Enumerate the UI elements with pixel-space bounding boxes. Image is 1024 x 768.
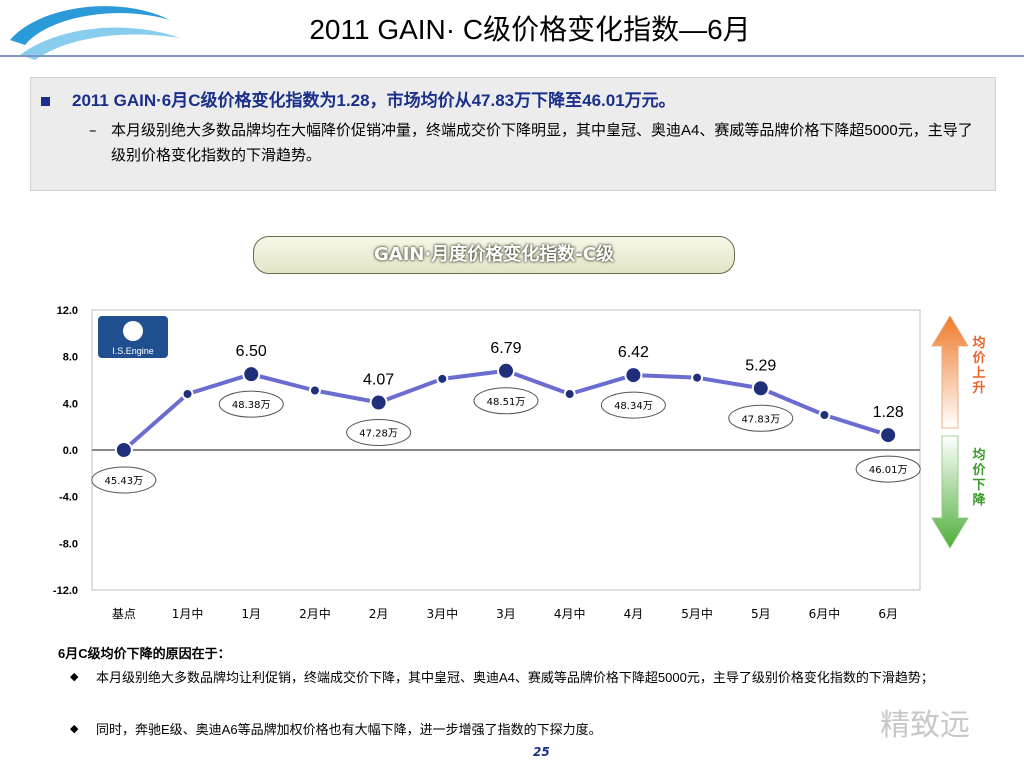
data-point	[308, 384, 321, 397]
y-tick-label: 12.0	[57, 305, 78, 317]
y-tick-label: 4.0	[63, 398, 78, 410]
data-point	[818, 409, 831, 421]
price-up-label: 均价上升	[972, 336, 986, 396]
y-tick-label: -4.0	[59, 492, 78, 504]
reason-item-2: 同时，奔驰E级、奥迪A6等品牌加权价格也有大幅下降，进一步增强了指数的下探力度。	[96, 722, 602, 737]
x-tick-label: 1月	[241, 607, 261, 621]
data-value-label: 6.50	[236, 343, 267, 360]
chart-title: GAIN·月度价格变化指数-C级	[253, 236, 735, 274]
price-callout-bubble	[855, 455, 921, 483]
price-arrows	[931, 316, 969, 549]
price-callout-bubble	[91, 466, 157, 494]
reason-item-1: 本月级别绝大多数品牌均让利促销，终端成交价下降，其中皇冠、奥迪A4、赛威等品牌价…	[96, 670, 934, 685]
square-bullet-icon	[41, 97, 50, 107]
y-tick-label: 0.0	[63, 445, 78, 457]
summary-main-text: 2011 GAIN·6月C级价格变化指数为1.28，市场均价从47.83万下降至…	[72, 91, 676, 110]
x-tick-label: 2月	[369, 607, 389, 621]
data-point	[181, 388, 194, 400]
x-tick-label: 5月	[751, 607, 771, 621]
data-value-label: 5.29	[745, 357, 776, 374]
price-callout-label: 48.38万	[232, 400, 271, 411]
price-callout-label: 46.01万	[869, 465, 908, 476]
data-point	[242, 365, 261, 384]
data-point	[879, 426, 898, 445]
data-value-label: 6.42	[618, 344, 649, 361]
diamond-bullet-icon: ◆	[70, 670, 79, 683]
y-tick-label: -8.0	[59, 538, 78, 550]
page-title: 2011 GAIN· C级价格变化指数—6月	[309, 14, 751, 45]
x-tick-label: 3月中	[426, 606, 458, 621]
price-callout-bubble	[218, 390, 284, 418]
diamond-bullet-icon: ◆	[70, 722, 79, 735]
x-tick-label: 2月中	[299, 606, 331, 621]
price-callout-label: 48.34万	[614, 401, 653, 412]
data-point	[751, 379, 770, 398]
data-point	[624, 366, 643, 385]
summary-main-bullet: 2011 GAIN·6月C级价格变化指数为1.28，市场均价从47.83万下降至…	[41, 86, 676, 111]
x-tick-label: 6月	[878, 607, 898, 621]
title-divider	[0, 55, 1024, 57]
line-chart: 12.0 8.0 4.0 0.0 -4.0 -8.0 -12.0 基点 1月中 1月 2月中 2月 3月…	[53, 305, 921, 621]
up-arrow-icon	[931, 316, 969, 429]
x-tick-label: 5月中	[681, 606, 713, 621]
price-callout-label: 47.83万	[741, 414, 780, 425]
price-callout-bubble	[473, 387, 539, 415]
down-arrow-icon	[931, 435, 969, 549]
x-tick-label: 1月中	[172, 606, 204, 621]
price-callout-label: 45.43万	[105, 476, 144, 487]
x-tick-label: 基点	[112, 607, 136, 621]
price-callout-bubble	[346, 419, 412, 447]
y-tick-label: 8.0	[63, 352, 78, 364]
price-callout-label: 47.28万	[359, 429, 398, 440]
data-value-label: 6.79	[490, 340, 521, 357]
summary-sub-text: 本月级别绝大多数品牌均在大幅降价促销冲量，终端成交价下降明显，其中皇冠、奥迪A4…	[111, 122, 973, 164]
data-value-label: 1.28	[873, 404, 904, 421]
x-tick-label: 3月	[496, 607, 516, 621]
x-tick-label: 6月中	[809, 606, 841, 621]
brand-swoosh-logo	[10, 6, 180, 60]
price-callout-bubble	[728, 404, 794, 432]
data-point	[114, 441, 133, 459]
x-tick-label: 4月中	[554, 606, 586, 621]
data-point	[563, 388, 576, 400]
y-tick-label: -12.0	[53, 585, 78, 597]
x-tick-label: 4月	[624, 607, 644, 621]
price-callout-bubble	[600, 391, 666, 419]
engine-logo-icon	[123, 321, 143, 341]
reason-heading: 6月C级均价下降的原因在于：	[58, 646, 231, 661]
price-down-label: 均价下降	[972, 448, 986, 508]
engine-logo-text: I.S.Engine	[112, 346, 154, 356]
data-value-label: 4.07	[363, 372, 394, 389]
summary-box: 2011 GAIN·6月C级价格变化指数为1.28，市场均价从47.83万下降至…	[30, 77, 996, 191]
page-number: 25	[533, 745, 550, 759]
dash-bullet-icon: –	[89, 121, 97, 139]
data-point	[497, 361, 515, 380]
watermark-logo: 精致远	[880, 708, 970, 743]
price-callout-label: 48.51万	[487, 397, 526, 408]
data-point	[369, 393, 388, 412]
data-point	[691, 371, 704, 384]
data-point	[436, 372, 449, 385]
